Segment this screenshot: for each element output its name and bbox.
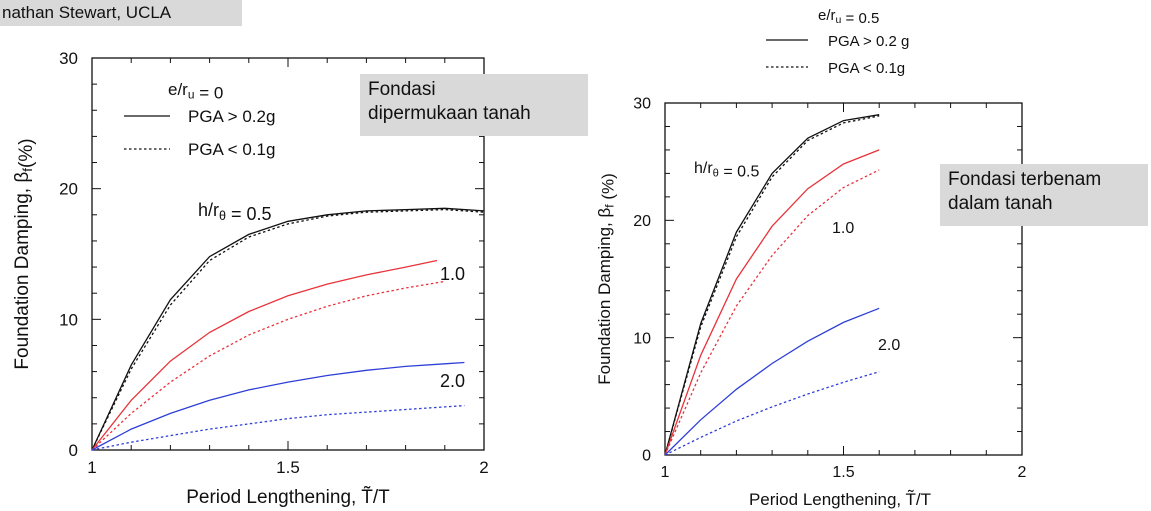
y-tick-label: 10 xyxy=(633,330,651,347)
series-line-blue-solid xyxy=(664,307,880,456)
note-line: Fondasi terbenam xyxy=(948,169,1102,190)
series-line-black-dotted xyxy=(664,115,880,456)
legend-header: e/ru = 0.5 xyxy=(818,7,879,27)
legend-label: PGA < 0.1g xyxy=(188,140,275,159)
curve-annotation: 1.0 xyxy=(832,220,854,237)
author-credit: nathan Stewart, UCLA xyxy=(0,0,242,26)
series-line-red-solid xyxy=(664,149,880,456)
x-tick-label: 1.5 xyxy=(832,464,854,481)
series-line-red-solid xyxy=(91,259,438,451)
legend: e/ru = 0 PGA > 0.2g PGA < 0.1g xyxy=(124,80,275,159)
x-tick-label: 2 xyxy=(1018,464,1027,481)
curve-annotations: h/rθ = 0.5 1.0 2.0 xyxy=(198,200,465,391)
curve-annotations: h/rθ = 0.5 1.0 2.0 xyxy=(694,160,900,354)
curve-annotation: 2.0 xyxy=(440,371,465,391)
tick-marks xyxy=(91,57,485,451)
y-tick-label: 30 xyxy=(59,49,78,68)
x-tick-label: 1 xyxy=(661,464,670,481)
y-axis-label: Foundation Damping, βf (%) xyxy=(595,173,618,385)
legend-header: e/ru = 0 xyxy=(168,80,223,103)
note-line: dalam tanah xyxy=(948,193,1053,214)
y-tick-label: 20 xyxy=(59,180,78,199)
series-line-red-dotted xyxy=(664,169,880,456)
y-tick-label: 20 xyxy=(633,213,651,230)
x-tick-label: 1.5 xyxy=(276,458,300,477)
x-axis-label: Period Lengthening, T̃/T xyxy=(186,486,390,508)
series-line-black-solid xyxy=(664,114,880,456)
y-tick-label: 0 xyxy=(642,448,651,465)
y-axis-label: Foundation Damping, βf(%) xyxy=(12,138,37,369)
series-line-blue-solid xyxy=(91,361,465,451)
series-line-blue-dotted xyxy=(664,371,880,456)
series-lines xyxy=(664,114,880,456)
note-surface-foundation: Fondasi dipermukaan tanah xyxy=(360,74,588,136)
x-axis-label: Period Lengthening, T̃/T xyxy=(749,489,931,509)
legend: e/ru = 0.5 PGA > 0.2 g PGA < 0.1g xyxy=(766,7,909,77)
series-lines xyxy=(91,207,485,451)
series-line-black-solid xyxy=(91,207,485,451)
series-line-red-dotted xyxy=(91,280,445,451)
note-line: Fondasi xyxy=(368,79,436,100)
y-tick-label: 10 xyxy=(59,310,78,329)
x-tick-label: 1 xyxy=(87,458,96,477)
y-tick-label: 30 xyxy=(633,96,651,113)
legend-label: PGA < 0.1g xyxy=(828,60,905,77)
curve-annotation: h/rθ = 0.5 xyxy=(198,200,272,224)
y-tick-label: 0 xyxy=(69,441,78,460)
x-tick-label: 2 xyxy=(479,458,488,477)
note-embedded-foundation: Fondasi terbenam dalam tanah xyxy=(940,164,1148,226)
legend-label: PGA > 0.2g xyxy=(188,107,275,126)
curve-annotation: 1.0 xyxy=(440,264,465,284)
curve-annotation: 2.0 xyxy=(878,337,900,354)
note-line: dipermukaan tanah xyxy=(368,103,531,124)
series-line-blue-dotted xyxy=(91,404,465,451)
legend-label: PGA > 0.2 g xyxy=(828,33,909,50)
curve-annotation: h/rθ = 0.5 xyxy=(694,160,759,180)
series-line-black-dotted xyxy=(91,208,485,451)
